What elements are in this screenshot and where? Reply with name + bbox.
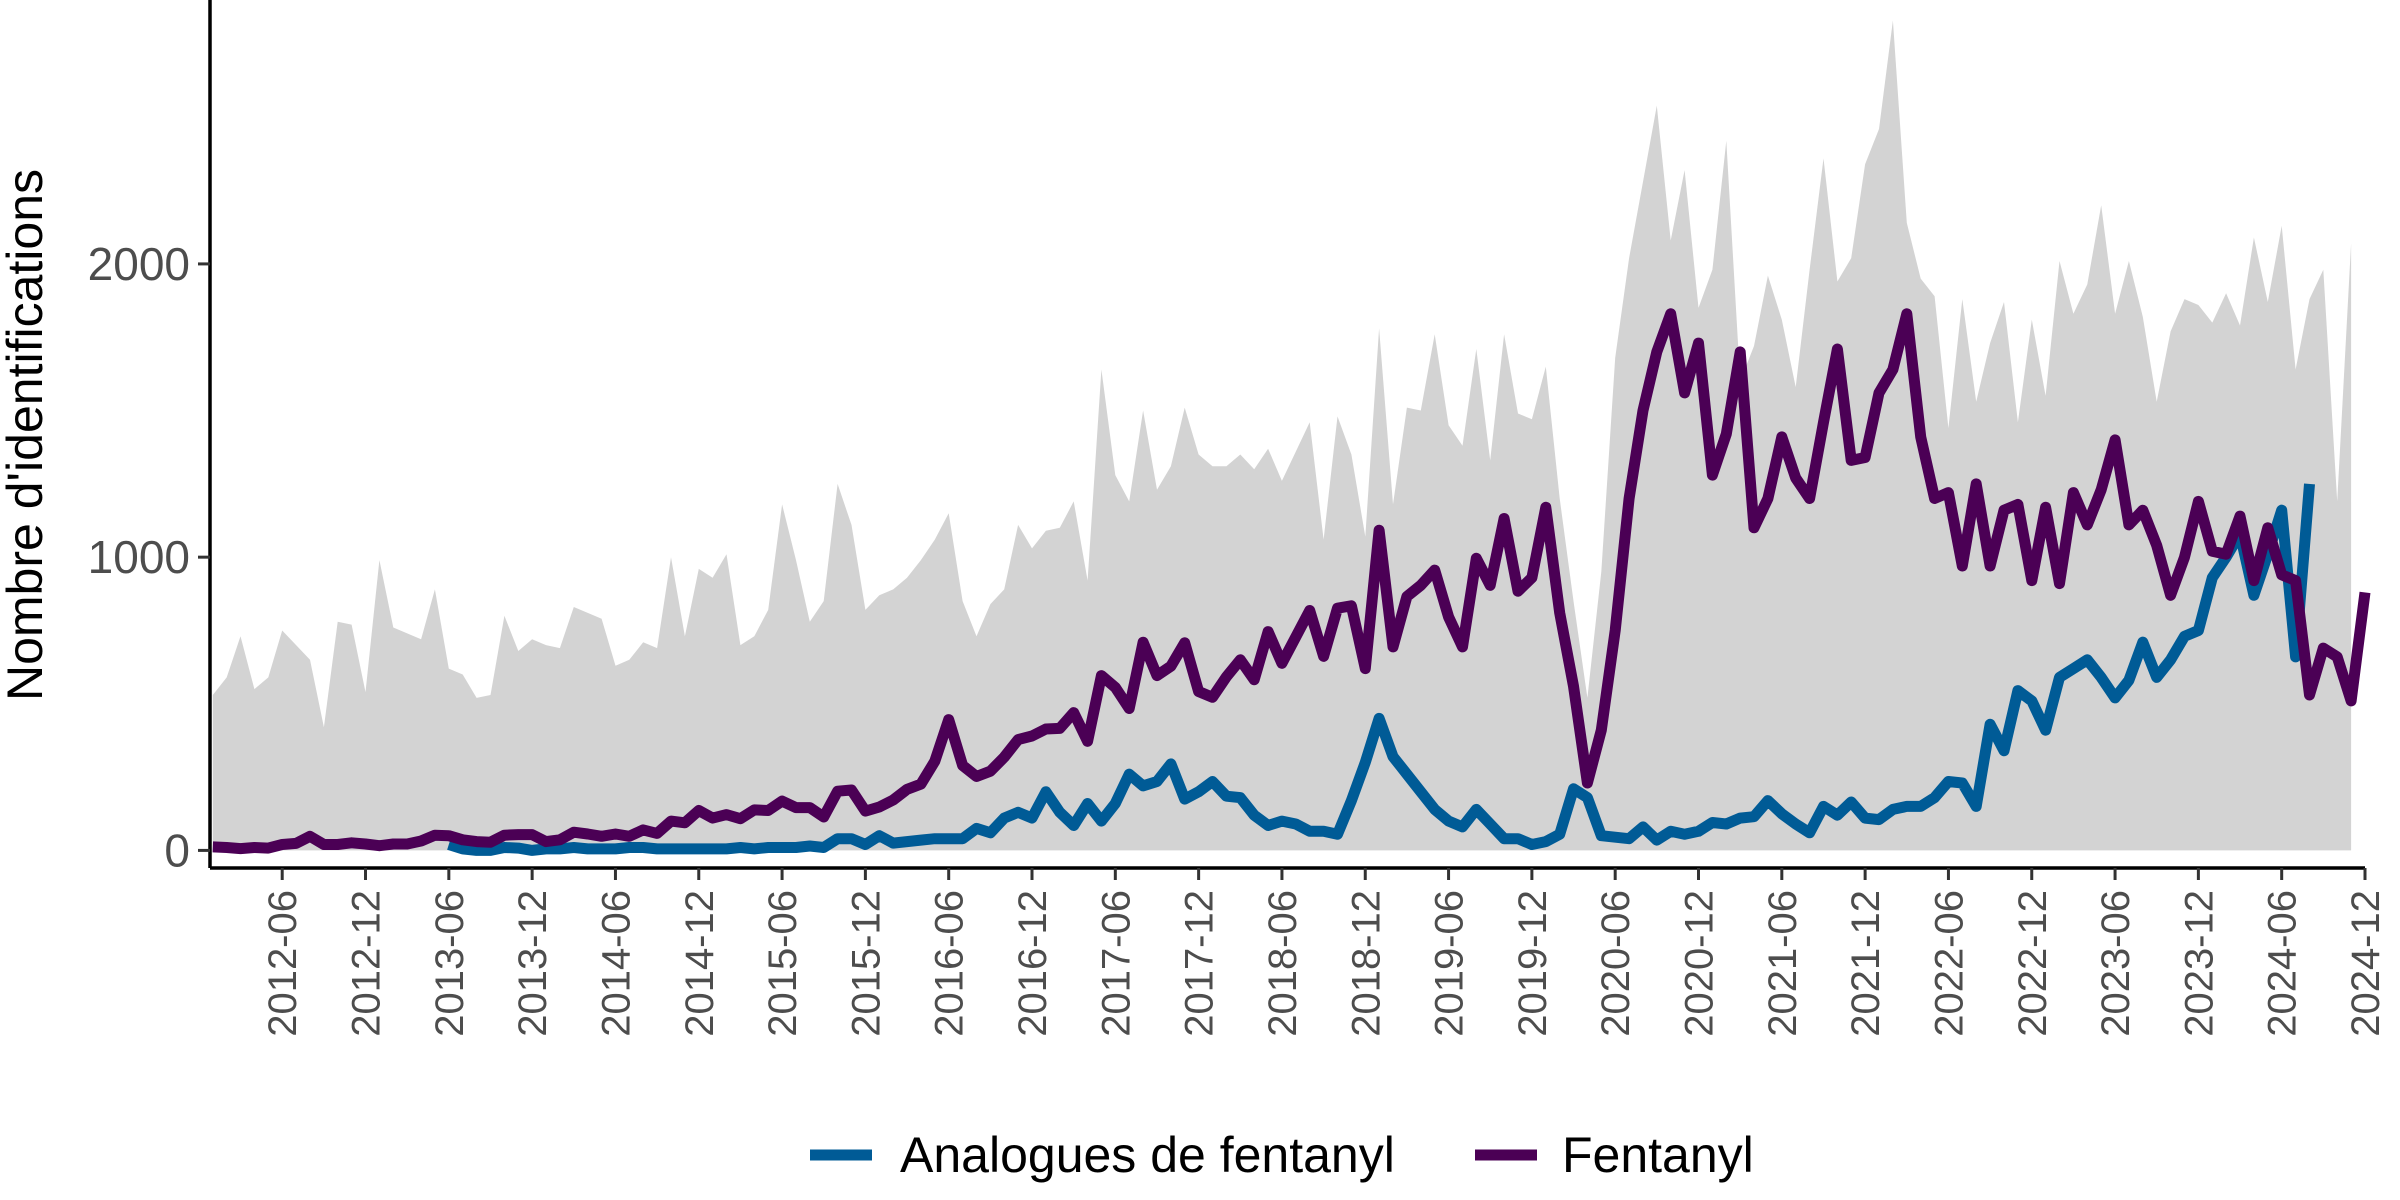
legend-label: Analogues de fentanyl [900,1127,1395,1183]
series-layer [212,308,2371,856]
x-tick-label: 2015-12 [844,890,888,1037]
y-axis-title: Nombre d'identifications [0,169,53,701]
x-tick-label: 2016-12 [1011,890,1055,1037]
background-area-layer [212,20,2352,851]
x-tick-label: 2024-12 [2344,890,2388,1037]
x-tick-label: 2017-12 [1178,890,1222,1037]
y-tick-label: 2000 [88,238,190,290]
x-tick-label: 2023-12 [2177,890,2221,1037]
y-axis-ticks: 0 1000 2000 [88,238,210,876]
x-tick-label: 2020-12 [1678,890,1722,1037]
x-tick-label: 2019-06 [1428,890,1472,1037]
x-tick-label: 2023-06 [2094,890,2138,1037]
x-tick-label: 2014-06 [595,890,639,1037]
legend-label: Fentanyl [1562,1127,1754,1183]
y-tick-label: 1000 [88,531,190,583]
x-tick-label: 2012-06 [261,890,305,1037]
x-tick-label: 2019-12 [1511,890,1555,1037]
x-tick-label: 2013-12 [511,890,555,1037]
x-tick-label: 2022-12 [2011,890,2055,1037]
x-tick-label: 2012-12 [345,890,389,1037]
x-axis-ticks: 2012-06 2012-12 2013-06 2013-12 2014-06 2014-… [261,868,2388,1037]
x-tick-label: 2020-06 [1594,890,1638,1037]
x-tick-label: 2017-06 [1094,890,1138,1037]
x-tick-label: 2021-12 [1844,890,1888,1037]
series-line-analogues-de-fentanyl [447,483,2315,856]
legend: Analogues de fentanyl Fentanyl [810,1127,1754,1183]
x-tick-label: 2016-06 [928,890,972,1037]
x-tick-label: 2013-06 [428,890,472,1037]
x-tick-label: 2021-06 [1761,890,1805,1037]
x-tick-label: 2018-06 [1261,890,1305,1037]
x-tick-label: 2022-06 [1927,890,1971,1037]
axes [208,0,2365,870]
x-tick-label: 2014-12 [678,890,722,1037]
series-line-fentanyl [212,308,2371,855]
x-tick-label: 2015-06 [761,890,805,1037]
x-tick-label: 2018-12 [1344,890,1388,1037]
x-tick-label: 2024-06 [2261,890,2305,1037]
total-identifications-area [212,20,2352,851]
y-tick-label: 0 [164,824,190,876]
